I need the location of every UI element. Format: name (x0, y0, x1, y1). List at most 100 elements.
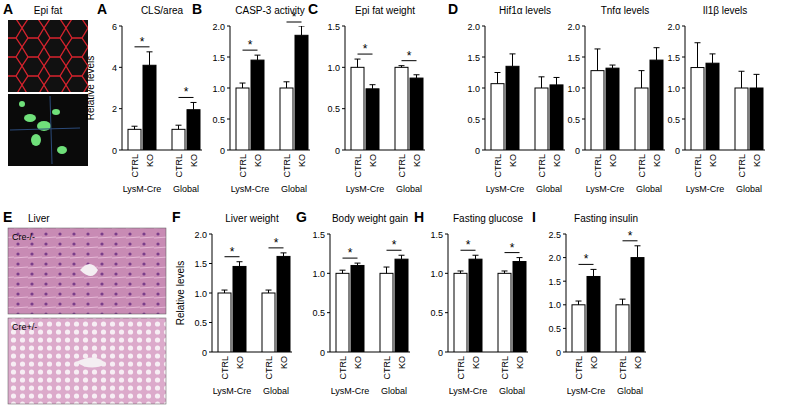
membrane (10, 96, 80, 164)
x-tick-label: KO (508, 154, 518, 167)
micrograph (8, 20, 88, 92)
x-tick-label: KO (253, 154, 263, 167)
bar (591, 71, 604, 150)
group-label: LysM-Cre (123, 184, 162, 194)
group-label: Global (536, 184, 562, 194)
crown-like-structure (52, 109, 60, 115)
marks (336, 255, 408, 352)
y-tick (582, 150, 585, 151)
bar (616, 305, 629, 352)
group-label: Global (636, 184, 662, 194)
y-tick-label: 1.0 (212, 84, 225, 94)
y-tick (682, 150, 685, 151)
y-tick (342, 108, 345, 109)
error-bar (355, 263, 361, 265)
chart: Tnfα levels00.51.01.52.0CTRLKOCTRLKOLysM… (567, 5, 665, 194)
chart-title: Hif1α levels (499, 5, 551, 16)
bar (631, 258, 644, 352)
y-axis (448, 234, 449, 352)
y-tick (227, 150, 230, 151)
group-label: Global (381, 386, 407, 396)
image-caption: Cre+/- (12, 322, 37, 332)
bar (351, 265, 364, 352)
y-tick (563, 257, 566, 258)
crown-like-structure (24, 114, 36, 122)
bar (535, 88, 548, 150)
x-tick-label: KO (633, 356, 643, 369)
significance-label: * (407, 49, 412, 63)
bar (498, 273, 511, 352)
y-tick (227, 57, 230, 58)
chart-title: Fasting insulin (574, 213, 638, 224)
bar (366, 89, 379, 150)
y-tick-label: 2.0 (567, 22, 580, 32)
y-tick (563, 234, 566, 235)
x-tick-label: CTRL (693, 154, 703, 178)
x-tick-label: CTRL (130, 154, 140, 178)
y-tick-label: 2.0 (194, 230, 207, 240)
y-tick-label: 0 (220, 146, 225, 156)
chart: CEpi fat weight00.51.01.5CTRLKOCTRLKOLys… (308, 1, 425, 194)
y-tick (227, 119, 230, 120)
chart: Il1β levels00.51.01.52.0CTRLKOCTRLKOLysM… (667, 5, 765, 194)
y-tick-label: 2.0 (212, 22, 225, 32)
x-tick-label: KO (412, 154, 422, 167)
y-tick (482, 88, 485, 89)
bar (251, 60, 264, 150)
x-tick-label: CTRL (493, 154, 503, 178)
y-tick (563, 352, 566, 353)
bar (513, 262, 526, 352)
y-tick-label: 1.0 (667, 84, 680, 94)
bar (735, 88, 748, 150)
chart-title: Il1β levels (703, 5, 748, 16)
error-bar (355, 59, 361, 67)
image-title: Epi fat (34, 5, 63, 16)
bar (128, 129, 141, 150)
marks (128, 52, 200, 150)
image-caption: Cre-/- (12, 232, 35, 242)
error-bar (695, 43, 701, 68)
y-tick-label: 0 (575, 146, 580, 156)
y-tick (682, 57, 685, 58)
panel-letter: A (3, 1, 13, 17)
bar (750, 88, 763, 150)
y-tick (482, 150, 485, 151)
group-label: LysM-Cre (686, 184, 725, 194)
bar (277, 256, 290, 352)
x-tick-label: CTRL (637, 154, 647, 178)
vessel (80, 264, 98, 276)
x-tick-label: CTRL (353, 154, 363, 178)
chart: FLiver weightRelative levels00.51.01.52.… (172, 209, 292, 396)
y-tick-label: 1.0 (567, 84, 580, 94)
bar (336, 273, 349, 352)
bar (395, 259, 408, 352)
x-tick-label: KO (145, 154, 155, 167)
y-tick-label: 1.0 (430, 269, 443, 279)
y-tick (445, 273, 448, 274)
axis-label: Relative levels (85, 56, 96, 120)
bar (262, 293, 275, 352)
bar (218, 293, 231, 352)
y-tick-label: 2 (112, 104, 117, 114)
panel-letter: H (414, 209, 424, 225)
y-tick (482, 57, 485, 58)
y-tick-label: 0 (556, 348, 561, 358)
y-tick-label: 0 (320, 348, 325, 358)
y-tick-label: 2.5 (548, 230, 561, 240)
y-tick-label: 0 (202, 348, 207, 358)
x-tick-label: CTRL (456, 356, 466, 380)
y-tick-label: 0 (112, 146, 117, 156)
y-tick-label: 1.5 (567, 53, 580, 63)
error-bar (147, 52, 153, 65)
error-bar (399, 66, 405, 68)
error-bar (754, 74, 760, 88)
crown-like-structure (31, 134, 41, 146)
y-tick (482, 26, 485, 27)
y-tick (227, 88, 230, 89)
y-tick (563, 304, 566, 305)
significance-label: * (392, 238, 397, 252)
y-tick-label: 0.5 (567, 115, 580, 125)
panel-letter: G (296, 209, 307, 225)
group-label: Global (499, 386, 525, 396)
chart-title: Fasting glucose (453, 213, 523, 224)
